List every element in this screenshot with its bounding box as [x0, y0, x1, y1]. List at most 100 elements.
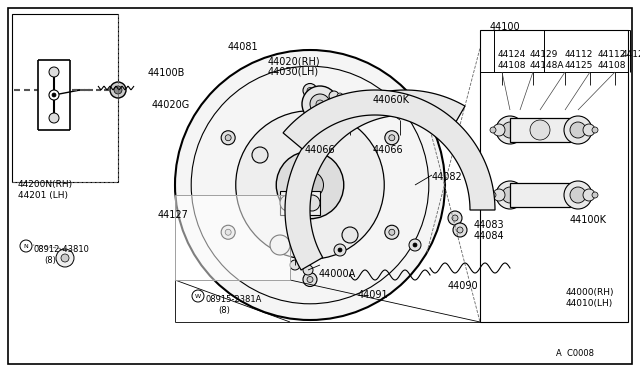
Circle shape	[337, 93, 343, 99]
Circle shape	[342, 227, 358, 243]
Text: 44129: 44129	[530, 50, 558, 59]
Text: N: N	[24, 244, 28, 248]
Text: 44060K: 44060K	[373, 95, 410, 105]
Text: 44148A: 44148A	[530, 61, 564, 70]
Text: 44112: 44112	[565, 50, 593, 59]
Text: 44125: 44125	[565, 61, 593, 70]
Text: 44020(RH): 44020(RH)	[268, 56, 321, 66]
Circle shape	[225, 229, 231, 235]
Text: 44030(LH): 44030(LH)	[268, 67, 319, 77]
Text: 44100B: 44100B	[148, 68, 186, 78]
Text: 44000A: 44000A	[319, 269, 356, 279]
Circle shape	[493, 124, 505, 136]
Circle shape	[338, 248, 342, 252]
Circle shape	[316, 100, 324, 108]
Text: 44100K: 44100K	[570, 215, 607, 225]
Polygon shape	[38, 60, 70, 130]
Text: 44108: 44108	[498, 61, 527, 70]
Circle shape	[564, 181, 592, 209]
Bar	[510, 118, 570, 142]
Text: 44020G: 44020G	[152, 100, 190, 110]
Circle shape	[302, 86, 338, 122]
Polygon shape	[285, 90, 465, 270]
Circle shape	[592, 127, 598, 133]
Text: 44124: 44124	[498, 50, 526, 59]
Text: (8): (8)	[218, 306, 230, 315]
Circle shape	[175, 50, 445, 320]
Circle shape	[496, 116, 524, 144]
Circle shape	[192, 290, 204, 302]
Text: 44201 (LH): 44201 (LH)	[18, 191, 68, 200]
Text: 44081: 44081	[228, 42, 259, 52]
Circle shape	[61, 254, 69, 262]
Circle shape	[225, 135, 231, 141]
Text: 44066: 44066	[373, 145, 404, 155]
Circle shape	[583, 189, 595, 201]
Circle shape	[385, 225, 399, 239]
Text: 44084: 44084	[474, 231, 504, 241]
Circle shape	[334, 244, 346, 256]
Circle shape	[49, 90, 59, 100]
Text: A  C0008: A C0008	[556, 349, 594, 358]
Circle shape	[304, 195, 320, 211]
Circle shape	[49, 67, 59, 77]
Circle shape	[307, 276, 313, 282]
Circle shape	[49, 113, 59, 123]
Polygon shape	[175, 195, 290, 280]
Text: 44127: 44127	[158, 210, 189, 220]
Text: 44090: 44090	[448, 281, 479, 291]
Circle shape	[20, 240, 32, 252]
Circle shape	[564, 116, 592, 144]
Circle shape	[303, 265, 313, 275]
Circle shape	[296, 171, 323, 199]
Bar	[510, 183, 570, 207]
Circle shape	[496, 181, 524, 209]
Text: (8): (8)	[44, 256, 56, 265]
Text: 44108: 44108	[598, 61, 627, 70]
Text: 44112: 44112	[598, 50, 627, 59]
Circle shape	[114, 86, 122, 94]
Text: 08915-2381A: 08915-2381A	[205, 295, 261, 304]
Circle shape	[290, 260, 300, 270]
Text: 44100: 44100	[490, 22, 520, 32]
Text: 44066: 44066	[305, 145, 335, 155]
Circle shape	[448, 211, 462, 225]
Text: 44091: 44091	[358, 290, 388, 300]
Text: 44082: 44082	[432, 172, 463, 182]
Circle shape	[221, 131, 235, 145]
Circle shape	[303, 83, 317, 97]
Circle shape	[453, 223, 467, 237]
Bar	[280, 191, 320, 215]
Circle shape	[252, 147, 268, 163]
Circle shape	[385, 131, 399, 145]
Circle shape	[530, 120, 550, 140]
Circle shape	[502, 187, 518, 203]
Circle shape	[592, 192, 598, 198]
Circle shape	[52, 93, 56, 97]
Text: 44000(RH): 44000(RH)	[566, 288, 614, 297]
Text: 08912-43810: 08912-43810	[33, 245, 89, 254]
Circle shape	[490, 192, 496, 198]
Circle shape	[270, 235, 290, 255]
Bar	[480, 30, 628, 322]
Text: 44200N(RH): 44200N(RH)	[18, 180, 73, 189]
Circle shape	[236, 111, 384, 259]
Text: 44083: 44083	[474, 220, 504, 230]
Circle shape	[413, 243, 417, 247]
Text: 44010(LH): 44010(LH)	[566, 299, 613, 308]
Text: 44124: 44124	[622, 50, 640, 59]
Circle shape	[452, 215, 458, 221]
Circle shape	[56, 249, 74, 267]
Circle shape	[310, 94, 330, 114]
Circle shape	[583, 124, 595, 136]
Circle shape	[502, 122, 518, 138]
Circle shape	[570, 122, 586, 138]
Circle shape	[110, 82, 126, 98]
Circle shape	[493, 189, 505, 201]
Circle shape	[570, 187, 586, 203]
Circle shape	[307, 87, 313, 93]
Circle shape	[276, 151, 344, 219]
Circle shape	[490, 127, 496, 133]
Circle shape	[457, 227, 463, 233]
Text: W: W	[195, 294, 201, 298]
